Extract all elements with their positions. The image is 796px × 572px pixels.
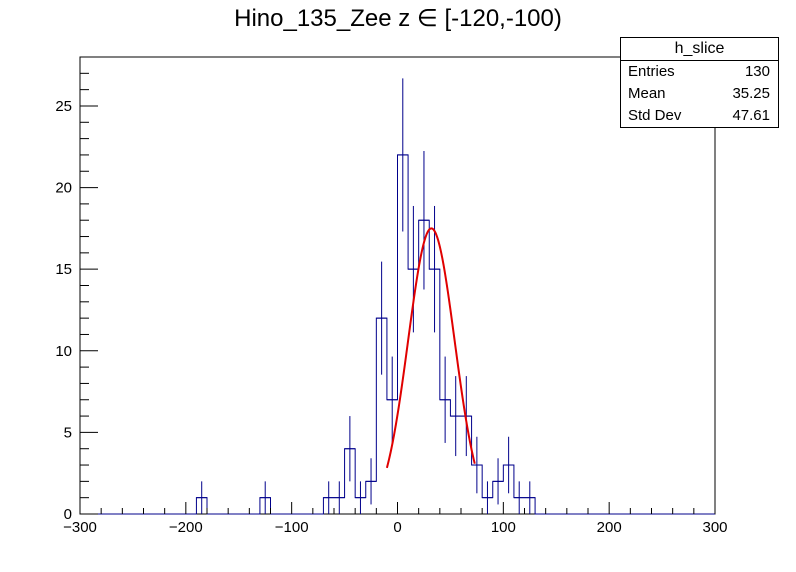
stats-row-entries: Entries 130 bbox=[621, 61, 778, 83]
x-tick-label: 300 bbox=[702, 519, 727, 536]
stats-label: Entries bbox=[628, 63, 675, 80]
x-tick-label: 200 bbox=[597, 519, 622, 536]
x-tick-label: −100 bbox=[275, 519, 309, 536]
x-tick-label: −200 bbox=[169, 519, 203, 536]
stats-row-std-dev: Std Dev 47.61 bbox=[621, 105, 778, 127]
stats-value: 47.61 bbox=[732, 107, 770, 124]
stats-value: 130 bbox=[744, 63, 770, 80]
stats-label: Std Dev bbox=[628, 107, 682, 124]
y-tick-label: 20 bbox=[55, 180, 72, 197]
x-tick-label: 0 bbox=[393, 519, 401, 536]
stats-row-mean: Mean 35.25 bbox=[621, 83, 778, 105]
chart-title: Hino_135_Zee z ∈ [-120,-100) bbox=[234, 5, 562, 32]
stats-box: h_slice Entries 130 Mean 35.25 Std Dev 4… bbox=[620, 37, 779, 128]
x-tick-label: 100 bbox=[491, 519, 516, 536]
fit-curve bbox=[385, 227, 476, 469]
y-tick-label: 15 bbox=[55, 261, 72, 278]
y-tick-label: 10 bbox=[55, 343, 72, 360]
y-tick-label: 25 bbox=[55, 98, 72, 115]
stats-label: Mean bbox=[628, 85, 666, 102]
y-tick-label: 5 bbox=[64, 424, 72, 441]
y-tick-label: 0 bbox=[64, 506, 72, 523]
stats-value: 35.25 bbox=[732, 85, 770, 102]
x-tick-label: −300 bbox=[63, 519, 97, 536]
stats-box-title: h_slice bbox=[621, 38, 778, 61]
